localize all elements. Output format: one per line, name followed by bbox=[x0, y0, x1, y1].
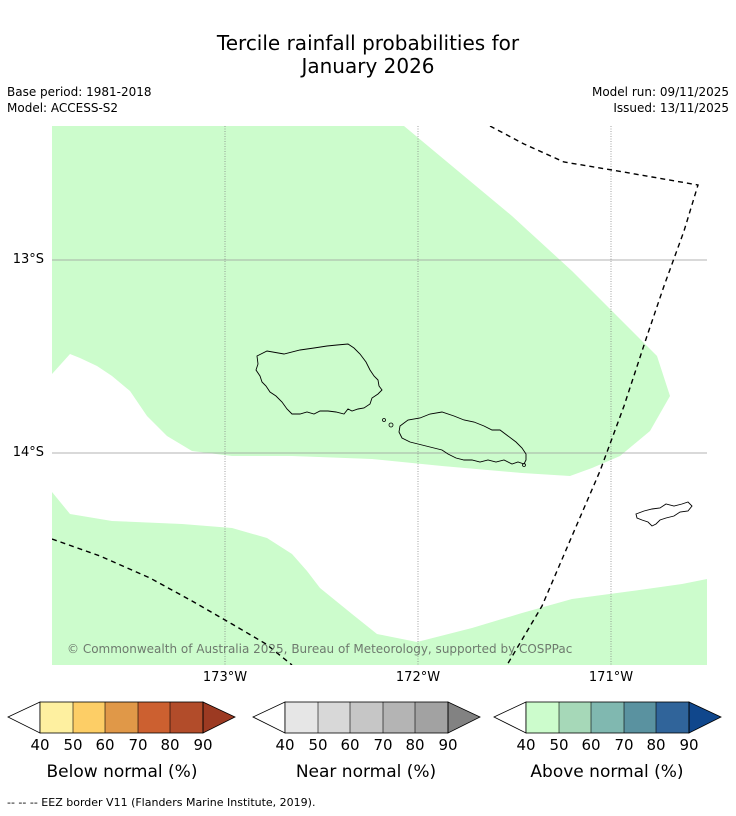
tick-near-90: 90 bbox=[438, 736, 458, 754]
tick-near-80: 80 bbox=[405, 736, 425, 754]
colorbars bbox=[7, 701, 722, 734]
tick-near-70: 70 bbox=[373, 736, 393, 754]
issued-date: Issued: 13/11/2025 bbox=[613, 101, 729, 115]
savaii-island bbox=[255, 343, 383, 415]
islet-3 bbox=[522, 463, 526, 467]
map-border bbox=[52, 126, 707, 665]
tick-above-50: 50 bbox=[549, 736, 569, 754]
colorbar-title-near: Near normal (%) bbox=[295, 762, 437, 782]
above-normal-region-south bbox=[52, 492, 707, 665]
model-name: Model: ACCESS-S2 bbox=[7, 101, 119, 115]
map-panel bbox=[52, 126, 707, 665]
tick-above-60: 60 bbox=[581, 736, 601, 754]
base-period: Base period: 1981-2018 bbox=[7, 85, 152, 99]
tick-below-60: 60 bbox=[95, 736, 115, 754]
tick-below-70: 70 bbox=[128, 736, 148, 754]
lon-label-173w: 173°W bbox=[202, 670, 248, 685]
lon-label-171w: 171°W bbox=[588, 670, 634, 685]
lat-label-13s: 13°S bbox=[12, 252, 44, 267]
title-line-2: January 2026 bbox=[301, 54, 435, 78]
lat-label-14s: 14°S bbox=[12, 445, 44, 460]
tick-below-90: 90 bbox=[193, 736, 213, 754]
colorbar-below-normal bbox=[7, 701, 236, 734]
tick-near-50: 50 bbox=[308, 736, 328, 754]
tick-below-40: 40 bbox=[30, 736, 50, 754]
colorbar-title-above: Above normal (%) bbox=[530, 762, 684, 782]
meta-right: Model run: 09/11/2025 Issued: 13/11/2025 bbox=[592, 84, 729, 116]
gridlines bbox=[52, 126, 707, 665]
tick-below-80: 80 bbox=[160, 736, 180, 754]
title-line-1: Tercile rainfall probabilities for bbox=[216, 31, 520, 55]
tick-below-50: 50 bbox=[63, 736, 83, 754]
map-title: Tercile rainfall probabilities for Janua… bbox=[0, 32, 736, 78]
colorbar-above-normal bbox=[493, 701, 722, 734]
meta-left: Base period: 1981-2018 Model: ACCESS-S2 bbox=[7, 84, 152, 116]
colorbar-title-below: Below normal (%) bbox=[46, 762, 198, 782]
islet-1 bbox=[382, 418, 386, 422]
eez-border bbox=[52, 126, 699, 665]
copyright-notice: © Commonwealth of Australia 2025, Bureau… bbox=[67, 642, 573, 656]
tick-near-40: 40 bbox=[275, 736, 295, 754]
eez-footer-note: -- -- -- EEZ border V11 (Flanders Marine… bbox=[7, 796, 316, 809]
tick-near-60: 60 bbox=[340, 736, 360, 754]
lon-label-172w: 172°W bbox=[395, 670, 441, 685]
tutuila-island bbox=[635, 501, 693, 527]
islet-2 bbox=[388, 422, 394, 428]
tick-above-70: 70 bbox=[614, 736, 634, 754]
upolu-island bbox=[398, 411, 527, 465]
tick-above-90: 90 bbox=[679, 736, 699, 754]
colorbar-near-normal bbox=[252, 701, 481, 734]
tick-above-40: 40 bbox=[516, 736, 536, 754]
model-run: Model run: 09/11/2025 bbox=[591, 85, 729, 99]
map-canvas bbox=[52, 126, 707, 665]
tick-above-80: 80 bbox=[646, 736, 666, 754]
above-normal-region-north bbox=[52, 126, 670, 476]
